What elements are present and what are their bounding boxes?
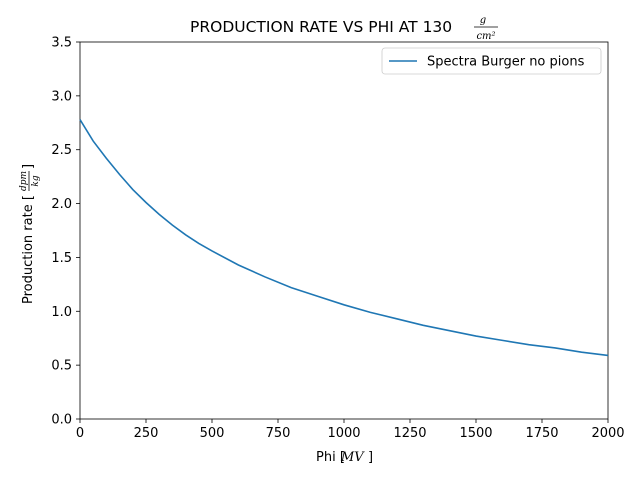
y-axis-label-unit-denominator: kg: [31, 175, 41, 186]
y-axis-label-close: ]: [21, 164, 36, 169]
plot-frame: [79, 41, 609, 420]
x-axis-ticks: 0 250 500 750 1000 1250 1500 1750 2000: [76, 419, 625, 441]
x-axis-label-unit: MV: [340, 450, 365, 465]
x-tick-label: 750: [266, 426, 291, 441]
x-tick-label: 500: [200, 426, 225, 441]
x-axis-label-text: Phi [: [316, 450, 345, 465]
x-axis-label: Phi [ MV ]: [316, 450, 373, 465]
x-tick-label: 1500: [459, 426, 492, 441]
y-axis-ticks: 0.0 0.5 1.0 1.5 2.0 2.5 3.0 3.5: [51, 36, 80, 428]
y-tick-label: 0.0: [51, 413, 72, 428]
y-tick-label: 3.0: [51, 89, 72, 104]
y-tick-label: 1.0: [51, 305, 72, 320]
y-axis-label-unit-numerator: dpm: [19, 171, 29, 191]
x-tick-label: 2000: [591, 426, 624, 441]
title-unit-numerator: g: [480, 15, 486, 26]
chart-title: PRODUCTION RATE VS PHI AT 130 g cm²: [190, 15, 498, 42]
series-line-spectra-burger-no-pions: [79, 119, 609, 357]
x-tick-label: 1750: [525, 426, 558, 441]
y-tick-label: 3.5: [51, 36, 72, 51]
x-axis-label-close: ]: [368, 450, 373, 465]
legend-label: Spectra Burger no pions: [427, 55, 585, 70]
y-axis-label: Production rate [ dpm kg ]: [19, 164, 41, 304]
y-tick-label: 2.5: [51, 143, 72, 158]
y-tick-label: 0.5: [51, 359, 72, 374]
y-tick-label: 1.5: [51, 251, 72, 266]
x-tick-label: 1250: [393, 426, 426, 441]
chart-title-text: PRODUCTION RATE VS PHI AT 130: [190, 18, 452, 36]
x-tick-label: 1000: [327, 426, 360, 441]
x-tick-label: 0: [76, 426, 84, 441]
x-tick-label: 250: [134, 426, 159, 441]
legend: Spectra Burger no pions: [381, 47, 602, 75]
legend-box: [381, 47, 602, 75]
title-unit-denominator: cm²: [476, 31, 495, 42]
y-tick-label: 2.0: [51, 197, 72, 212]
y-axis-label-text: Production rate [: [21, 195, 36, 304]
